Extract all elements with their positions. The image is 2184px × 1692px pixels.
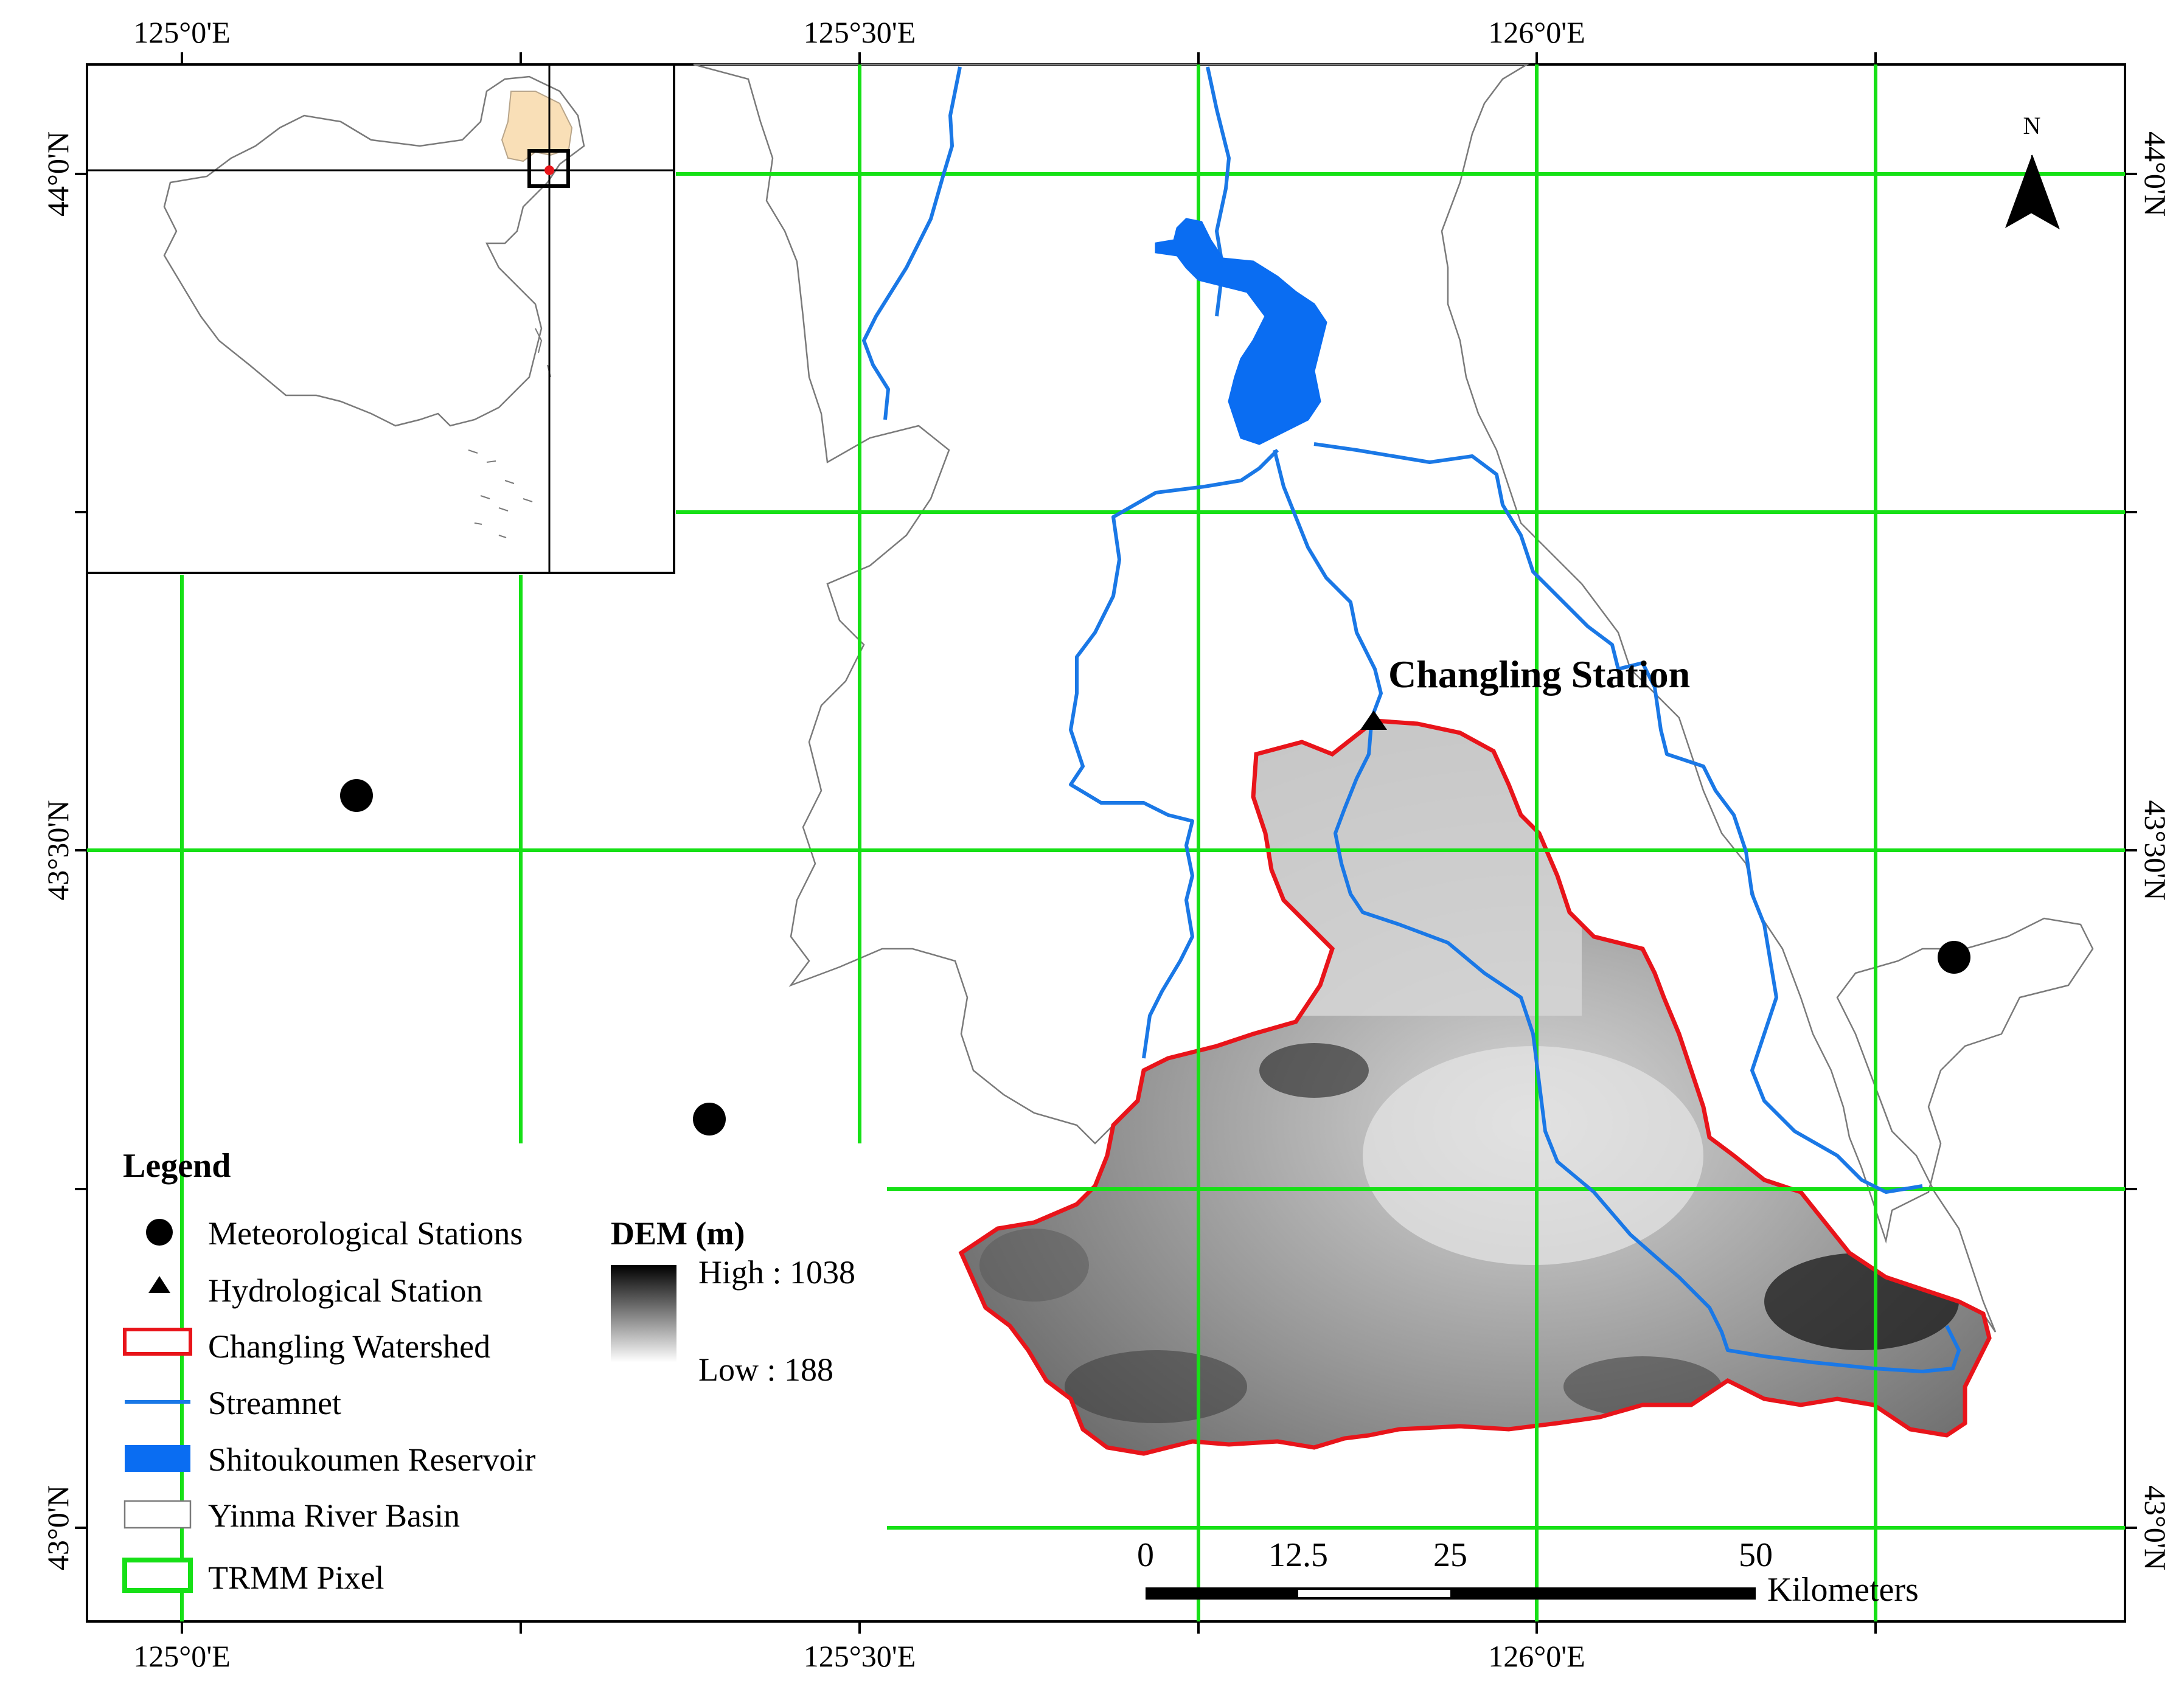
legend-label-watershed: Changling Watershed <box>208 1328 490 1365</box>
jilin-province <box>501 91 573 162</box>
legend-label-hydrological: Hydrological Station <box>208 1272 482 1309</box>
stream-network <box>862 66 1961 1373</box>
legend-symbol-reservoir <box>125 1445 190 1472</box>
shitoukoumen-reservoir <box>1155 218 1327 445</box>
top-label-125-30: 125°30'E <box>804 15 916 49</box>
north-arrow-label: N <box>2023 112 2041 139</box>
scale-tick-25: 25 <box>1433 1536 1467 1574</box>
changling-station-label: Changling Station <box>1388 653 1690 696</box>
dem-gradient-swatch <box>611 1265 676 1362</box>
graticule-labels: 125°0'E 125°30'E 126°0'E 125°0'E 125°30'… <box>41 15 2172 1673</box>
legend-title: Legend <box>123 1147 231 1185</box>
inset-map <box>86 63 675 574</box>
legend-label-meteorological: Meteorological Stations <box>208 1215 523 1252</box>
scale-unit-label: Kilometers <box>1767 1571 1919 1609</box>
bottom-label-125-0: 125°0'E <box>133 1639 231 1673</box>
dem-legend-title: DEM (m) <box>611 1215 745 1252</box>
legend-label-streamnet: Streamnet <box>208 1385 341 1421</box>
top-label-126-0: 126°0'E <box>1488 15 1585 49</box>
legend-symbol-trmm <box>122 1558 193 1593</box>
legend-label-basin: Yinma River Basin <box>208 1497 460 1534</box>
meteorological-station-1 <box>340 779 373 812</box>
top-label-125-0: 125°0'E <box>133 15 231 49</box>
north-arrow: N <box>2005 112 2060 230</box>
meteorological-station-2 <box>693 1103 726 1136</box>
legend-symbol-basin <box>123 1500 192 1529</box>
study-area-marker <box>527 149 570 188</box>
bottom-label-125-30: 125°30'E <box>804 1639 916 1673</box>
bottom-label-126-0: 126°0'E <box>1488 1639 1585 1673</box>
frame-ticks <box>75 52 2137 1634</box>
legend-symbol-watershed <box>123 1328 192 1356</box>
legend-symbol-circle <box>146 1219 173 1246</box>
dem-high-label: High : 1038 <box>698 1254 855 1291</box>
scale-bar: 0 12.5 25 50 Kilometers <box>1137 1536 1919 1609</box>
right-label-44-0: 44°0'N <box>2138 131 2172 217</box>
meteorological-station-3 <box>1938 941 1970 974</box>
scale-tick-50: 50 <box>1739 1536 1773 1574</box>
china-outline <box>163 75 585 427</box>
right-label-43-0: 43°0'N <box>2138 1485 2172 1570</box>
meteorological-stations <box>340 779 1970 1136</box>
legend-symbol-triangle <box>148 1276 170 1293</box>
dem-low-label: Low : 188 <box>698 1351 833 1388</box>
left-label-43-30: 43°30'N <box>41 800 75 900</box>
scale-tick-12-5: 12.5 <box>1268 1536 1328 1574</box>
legend-label-trmm: TRMM Pixel <box>208 1559 384 1596</box>
hydrological-station-triangle <box>1360 710 1387 730</box>
right-label-43-30: 43°30'N <box>2138 800 2172 900</box>
legend: Legend Meteorological Stations Hydrologi… <box>122 1147 855 1596</box>
left-label-43-0: 43°0'N <box>41 1485 75 1570</box>
legend-label-reservoir: Shitoukoumen Reservoir <box>208 1441 535 1478</box>
left-label-44-0: 44°0'N <box>41 131 75 217</box>
scale-tick-0: 0 <box>1137 1536 1154 1574</box>
trmm-pixel-grid <box>87 64 2125 1621</box>
